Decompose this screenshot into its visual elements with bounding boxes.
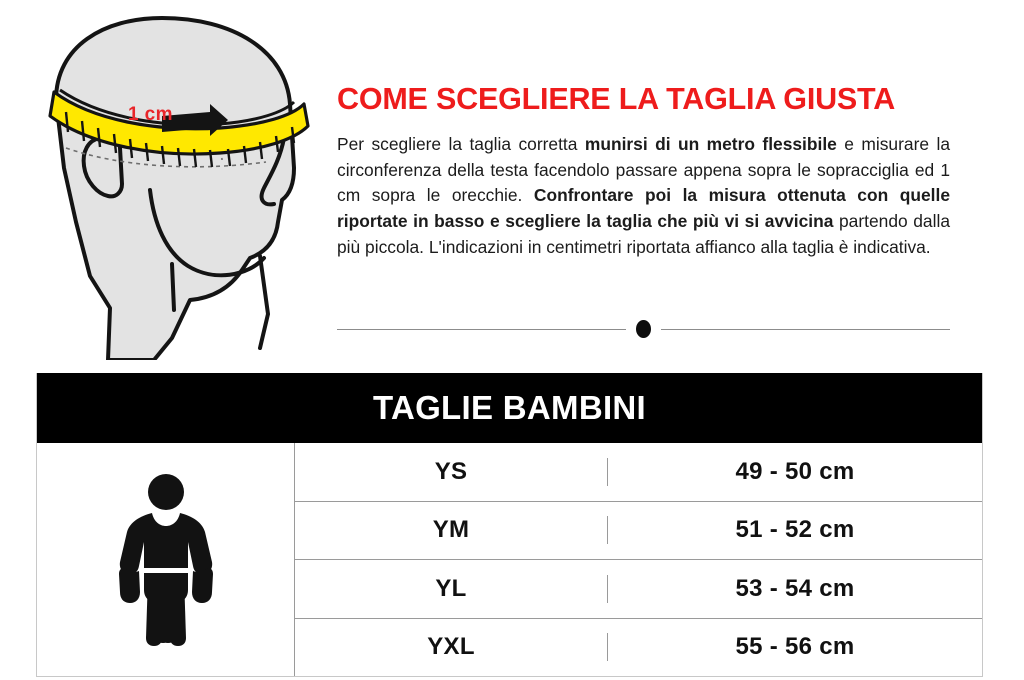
head-profile-icon xyxy=(48,16,310,360)
cell-size: YM xyxy=(295,516,608,545)
cell-measurement: 51 - 52 cm xyxy=(735,516,855,544)
table-body: YS 49 - 50 cm YM 51 - 52 cm YL 53 - 54 c… xyxy=(37,443,982,676)
guide-text-2-bold: munirsi di un metro flessibile xyxy=(584,134,837,155)
head-measurement-illustration: 1 cm xyxy=(42,8,332,360)
table-header-title: TAGLIE BAMBINI xyxy=(37,373,982,443)
cell-size: YL xyxy=(295,574,608,603)
guide-text-1: Per scegliere la taglia corretta xyxy=(337,134,585,155)
divider-dot xyxy=(636,320,651,338)
guide-text-4-bold: Confrontare poi la misura ottenuta con q… xyxy=(337,185,950,231)
guide-description: Per scegliere la taglia corretta munirsi… xyxy=(337,132,950,260)
table-row: YM 51 - 52 cm xyxy=(295,502,982,560)
table-row: YXL 55 - 56 cm xyxy=(295,619,982,677)
table-row: YL 53 - 54 cm xyxy=(295,560,982,619)
cell-size: YXL xyxy=(295,633,608,662)
tape-cm-label: 1 cm xyxy=(128,104,173,125)
table-row: YS 49 - 50 cm xyxy=(295,443,982,502)
measuring-tape-icon xyxy=(48,90,310,168)
table-figure-cell xyxy=(37,443,295,676)
table-rows: YS 49 - 50 cm YM 51 - 52 cm YL 53 - 54 c… xyxy=(295,443,982,676)
child-silhouette-icon xyxy=(118,473,213,646)
guide-text-5: partendo dalla più piccola. L'indicazion… xyxy=(337,210,950,257)
cell-measurement: 55 - 56 cm xyxy=(735,633,855,661)
cell-measurement: 53 - 54 cm xyxy=(735,574,855,602)
divider-rule-left xyxy=(337,328,626,330)
section-divider xyxy=(337,316,950,342)
size-table: TAGLIE BAMBINI xyxy=(36,373,983,677)
guide-text-3: e misurare la circonferenza della testa … xyxy=(337,134,950,206)
divider-rule-right xyxy=(661,328,950,330)
cell-size: YS xyxy=(295,457,608,486)
cell-measurement: 49 - 50 cm xyxy=(735,457,855,485)
size-guide-info: COME SCEGLIERE LA TAGLIA GIUSTA Per sceg… xyxy=(337,82,950,260)
page-title: COME SCEGLIERE LA TAGLIA GIUSTA xyxy=(337,82,896,116)
